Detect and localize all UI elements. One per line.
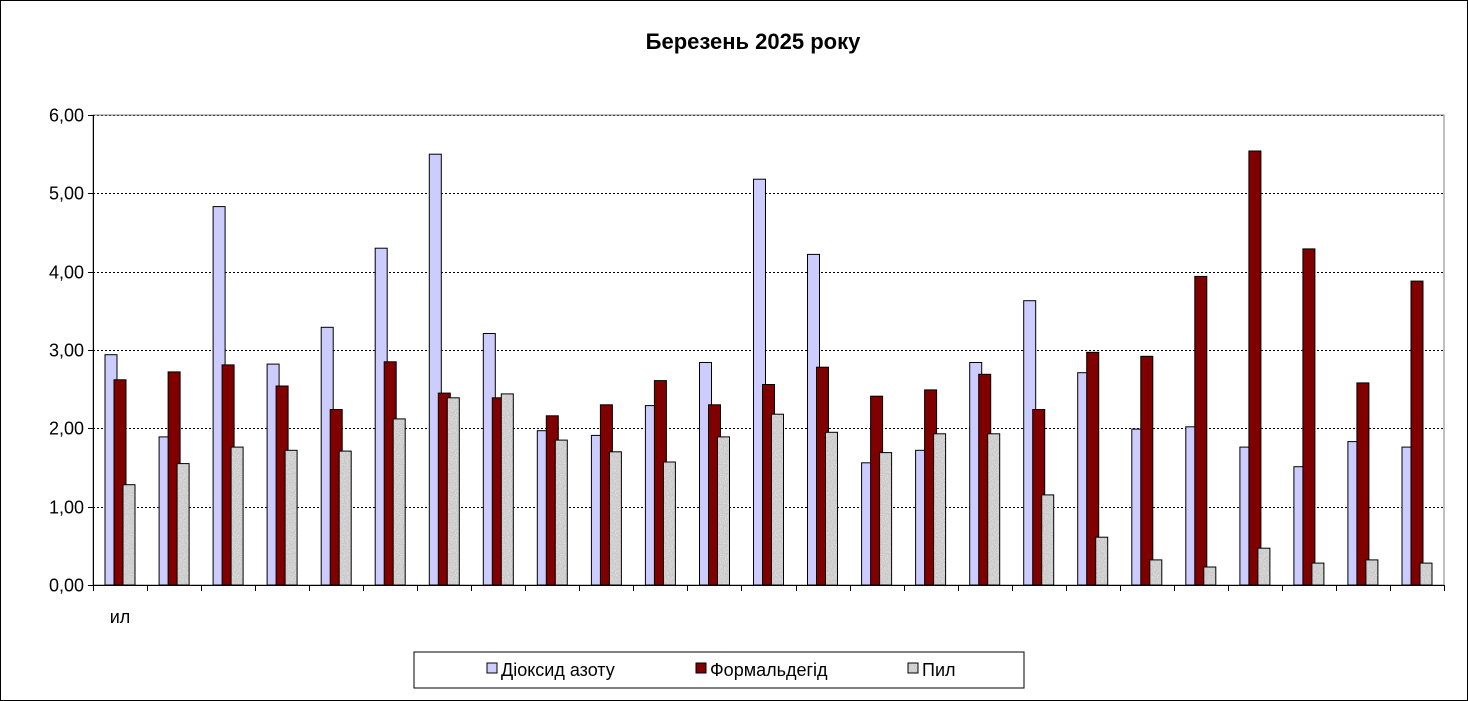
bar-2-20 [1140,355,1154,586]
legend: Діоксид азоту Формальдегід Пил [413,651,1025,689]
bar-2-19 [1086,351,1100,586]
bar-3-23 [1311,562,1325,586]
bar-3-18 [1041,494,1055,586]
bar-3-6 [392,418,406,586]
bar-3-16 [933,433,947,586]
bar-2-24 [1356,382,1370,586]
bar-3-17 [987,433,1001,586]
bar-3-19 [1095,536,1109,586]
legend-swatch [695,662,707,674]
bar-3-3 [230,446,244,586]
bar-3-13 [771,413,784,586]
y-tick-label: 4,00 [49,263,84,283]
bar-2-22 [1248,150,1262,586]
bar-3-1 [122,484,136,586]
bar-3-7 [446,397,460,586]
bar-3-12 [717,436,730,586]
legend-label: Діоксид азоту [501,660,615,680]
bar-3-11 [662,461,676,586]
bar-3-15 [879,452,893,586]
y-tick-label: 5,00 [49,184,84,204]
bar-3-8 [500,393,514,586]
x-category-label: ил [110,607,131,627]
bar-2-21 [1194,275,1208,586]
bar-3-10 [608,451,622,586]
legend-swatch [907,662,919,674]
y-tick-label: 3,00 [49,341,84,361]
bar-3-5 [338,450,352,586]
bar-3-2 [176,463,190,586]
y-tick-label: 1,00 [49,498,84,518]
bar-3-20 [1149,559,1163,586]
bar-3-22 [1257,547,1271,586]
y-tick-label: 0,00 [49,576,84,596]
legend-box [413,651,1025,689]
bar-2-25 [1410,280,1424,586]
bar-3-21 [1203,566,1217,586]
bar-2-23 [1302,248,1316,586]
axis-labels: 0,00 1,00 2,00 3,00 4,00 5,00 6,00 ил [49,106,130,628]
bar-3-9 [554,439,568,586]
y-tick-label: 2,00 [49,419,84,439]
bar-3-24 [1365,559,1379,586]
y-tick-label: 6,00 [49,106,84,126]
chart-title: Березень 2025 року [646,29,861,54]
bar-3-14 [825,431,838,586]
bars [104,150,1433,586]
bar-3-25 [1419,562,1433,586]
bar-3-4 [284,449,298,586]
legend-label: Формальдегід [710,660,828,680]
legend-label: Пил [922,660,956,680]
legend-swatch [486,662,498,674]
